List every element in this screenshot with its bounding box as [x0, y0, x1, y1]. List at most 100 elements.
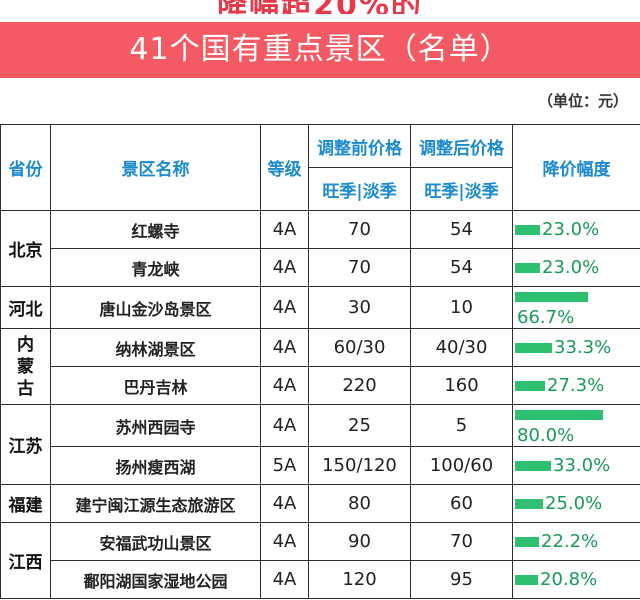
grade-cell: 4A [260, 210, 309, 249]
drop-cell: 33.0% [512, 446, 640, 485]
scenic-name-cell: 巴丹吉林 [50, 366, 261, 405]
grade-cell: 5A [260, 446, 309, 485]
drop-percent: 23.0% [542, 219, 600, 240]
unit-label: （单位：元） [537, 92, 628, 110]
scenic-name-cell: 鄱阳湖国家湿地公园 [50, 560, 261, 599]
table-row: 鄱阳湖国家湿地公园 4A 120 95 20.8% [1, 560, 640, 599]
price-before-cell: 220 [308, 366, 411, 405]
drop-percent: 23.0% [542, 257, 600, 278]
grade-cell: 4A [260, 328, 309, 367]
scenic-name-cell: 纳林湖景区 [50, 328, 261, 367]
drop-percent: 33.3% [554, 337, 612, 358]
table-row: 巴丹吉林 4A 220 160 27.3% [1, 366, 640, 405]
drop-bar [515, 574, 538, 585]
scenic-name-cell: 建宁闽江源生态旅游区 [50, 484, 261, 523]
table-row: 内蒙古 纳林湖景区 4A 60/30 40/30 33.3% [0, 328, 640, 405]
price-before-cell: 70 [308, 210, 411, 249]
scenic-name-cell: 苏州西园寺 [50, 404, 261, 447]
province-vertical-text: 内蒙古 [17, 334, 34, 399]
table-row: 江西 安福武功山景区 4A 90 70 22.2% [0, 522, 640, 599]
province-cell: 内蒙古 [0, 328, 51, 405]
price-after-cell: 40/30 [410, 328, 513, 367]
drop-bar [515, 410, 603, 420]
col-header-before: 调整前价格 [308, 124, 411, 168]
scenic-name-cell: 红螺寺 [50, 210, 261, 249]
drop-cell: 66.7% [512, 286, 640, 329]
price-after-cell: 60 [410, 484, 513, 523]
drop-percent: 25.0% [545, 493, 603, 514]
price-after-cell: 10 [410, 286, 513, 329]
grade-cell: 4A [260, 366, 309, 405]
partial-top-title: 降幅超20%的 [0, 0, 640, 14]
price-after-cell: 95 [410, 560, 513, 599]
partial-top-title-text: 降幅超20%的 [217, 0, 423, 14]
province-cell: 江西 [0, 522, 51, 599]
col-header-scenic-name: 景区名称 [50, 124, 261, 211]
drop-bar [515, 292, 588, 302]
drop-percent: 27.3% [547, 375, 605, 396]
drop-cell: 25.0% [512, 484, 640, 523]
province-cell: 福建 [0, 484, 51, 523]
drop-cell: 27.3% [512, 366, 640, 405]
price-before-cell: 90 [308, 522, 411, 561]
price-before-cell: 60/30 [308, 328, 411, 367]
price-before-cell: 120 [308, 560, 411, 599]
price-before-cell: 70 [308, 248, 411, 287]
drop-cell: 33.3% [512, 328, 640, 367]
drop-cell: 22.2% [512, 522, 640, 561]
drop-bar [515, 460, 551, 471]
grade-cell: 4A [260, 286, 309, 329]
drop-bar [515, 224, 540, 235]
table-row: 扬州瘦西湖 5A 150/120 100/60 33.0% [1, 446, 640, 485]
table-row: 河北 唐山金沙岛景区 4A 30 10 66.7% [0, 286, 640, 329]
drop-cell: 23.0% [512, 210, 640, 249]
grade-cell: 4A [260, 248, 309, 287]
table-row: 福建 建宁闽江源生态旅游区 4A 80 60 25.0% [0, 484, 640, 523]
drop-bar [515, 262, 540, 273]
drop-cell: 80.0% [512, 404, 640, 447]
scenic-price-table: 省份 景区名称 等级 调整前价格 调整后价格 降价幅度 旺季|淡季 旺季|淡季 … [0, 124, 640, 599]
drop-bar [515, 380, 545, 391]
drop-bar [515, 498, 543, 509]
drop-cell: 23.0% [512, 248, 640, 287]
col-header-grade: 等级 [260, 124, 309, 211]
scenic-name-cell: 安福武功山景区 [50, 522, 261, 561]
grade-cell: 4A [260, 522, 309, 561]
price-before-cell: 25 [308, 404, 411, 447]
col-subheader-after-season: 旺季|淡季 [410, 167, 513, 211]
col-header-drop: 降价幅度 [512, 124, 640, 211]
banner-title: 41个国有重点景区（名单） [0, 22, 640, 78]
drop-bar [515, 536, 539, 547]
price-after-cell: 5 [410, 404, 513, 447]
price-before-cell: 150/120 [308, 446, 411, 485]
price-before-cell: 30 [308, 286, 411, 329]
drop-cell: 20.8% [512, 560, 640, 599]
drop-percent: 22.2% [541, 531, 599, 552]
price-after-cell: 100/60 [410, 446, 513, 485]
col-header-after: 调整后价格 [410, 124, 513, 168]
table-row: 青龙峡 4A 70 54 23.0% [1, 248, 640, 287]
drop-percent: 33.0% [553, 455, 611, 476]
grade-cell: 4A [260, 404, 309, 447]
price-after-cell: 54 [410, 248, 513, 287]
price-after-cell: 54 [410, 210, 513, 249]
grade-cell: 4A [260, 484, 309, 523]
table-row: 北京 红螺寺 4A 70 54 23.0% [0, 210, 640, 287]
scenic-name-cell: 青龙峡 [50, 248, 261, 287]
province-cell: 北京 [0, 210, 51, 287]
col-header-province: 省份 [0, 124, 51, 211]
scenic-name-cell: 唐山金沙岛景区 [50, 286, 261, 329]
drop-percent: 20.8% [540, 569, 598, 590]
price-before-cell: 80 [308, 484, 411, 523]
scenic-name-cell: 扬州瘦西湖 [50, 446, 261, 485]
drop-percent: 66.7% [517, 307, 575, 328]
province-cell: 河北 [0, 286, 51, 329]
grade-cell: 4A [260, 560, 309, 599]
table-row: 江苏 苏州西园寺 4A 25 5 80.0% [0, 404, 640, 485]
province-cell: 江苏 [0, 404, 51, 485]
col-subheader-before-season: 旺季|淡季 [308, 167, 411, 211]
drop-bar [515, 342, 552, 353]
drop-percent: 80.0% [517, 425, 575, 446]
price-after-cell: 70 [410, 522, 513, 561]
price-after-cell: 160 [410, 366, 513, 405]
